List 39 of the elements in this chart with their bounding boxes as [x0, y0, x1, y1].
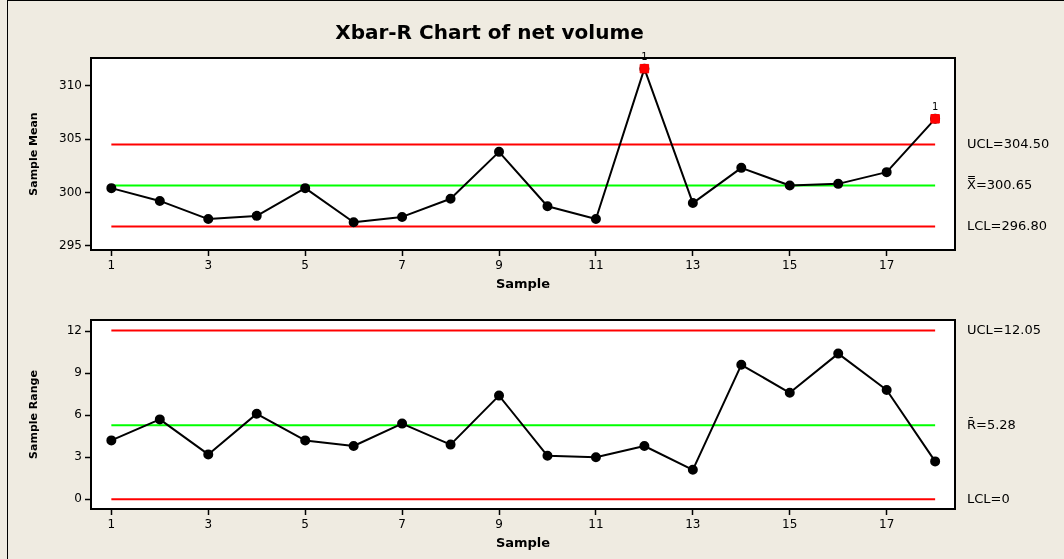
ref-line-label: LCL=296.80	[967, 217, 1047, 233]
y-tick-label: 300	[59, 184, 82, 199]
x-tick-label: 7	[398, 517, 406, 532]
annotation: 1	[931, 101, 939, 113]
y-tick-label: 6	[74, 407, 82, 422]
y-tick-label: 295	[59, 237, 82, 252]
ref-line-label: UCL=12.05	[967, 321, 1041, 337]
y-axis-title: Sample Mean	[27, 112, 41, 196]
x-tick-label: 5	[301, 517, 309, 532]
x-tick-label: 1	[107, 258, 116, 273]
chart-title: Xbar-R Chart of net volume	[335, 20, 644, 45]
x-tick-label: 15	[782, 258, 798, 273]
x-tick-label: 5	[301, 258, 309, 273]
x-axis-title: Sample	[495, 534, 551, 550]
y-tick-label: 0	[74, 491, 82, 506]
x-tick-label: 11	[588, 517, 604, 532]
x-tick-label: 9	[495, 258, 503, 273]
x-tick-label: 3	[204, 517, 213, 532]
y-tick-label: 3	[74, 449, 82, 464]
x-tick-label: 17	[879, 258, 895, 273]
x-tick-label: 9	[495, 517, 503, 532]
ref-line-label: R̄=5.28	[967, 416, 1016, 432]
x-tick-label: 11	[588, 258, 604, 273]
x-tick-label: 7	[398, 258, 406, 273]
y-tick-label: 305	[59, 131, 82, 146]
ref-line-label: LCL=0	[967, 490, 1010, 506]
y-tick-label: 12	[66, 323, 82, 338]
x-tick-label: 17	[879, 517, 895, 532]
ref-line-label: UCL=304.50	[967, 135, 1050, 151]
x-tick-label: 15	[782, 517, 798, 532]
x-tick-label: 13	[685, 517, 701, 532]
x-axis-title: Sample	[495, 275, 551, 291]
y-tick-label: 9	[74, 365, 82, 380]
y-axis-title: Sample Range	[27, 370, 41, 459]
x-tick-label: 3	[204, 258, 213, 273]
x-tick-label: 13	[685, 258, 701, 273]
x-tick-label: 1	[107, 517, 116, 532]
ref-line-label: X̿=300.65	[967, 176, 1033, 192]
y-tick-label: 310	[59, 77, 82, 92]
